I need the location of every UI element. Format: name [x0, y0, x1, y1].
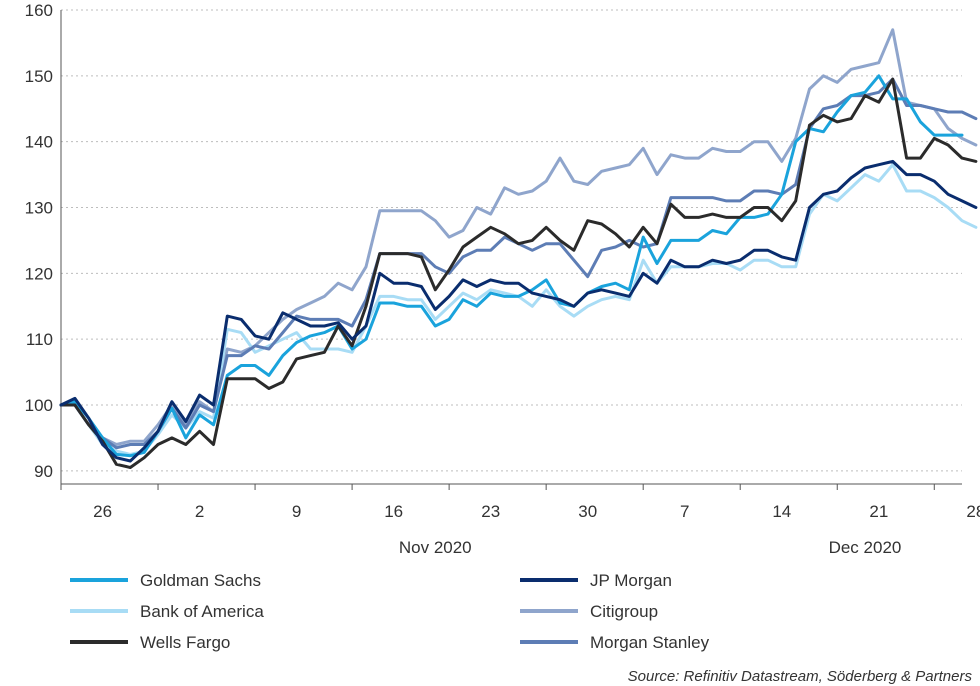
y-tick-label: 120	[25, 264, 53, 283]
series-line-bank-of-america	[59, 163, 978, 456]
legend-label: Citigroup	[590, 602, 658, 621]
y-axis: 90 100 110 120 130 140 150 160	[25, 1, 62, 484]
legend-label: Wells Fargo	[140, 633, 230, 652]
month-label: Dec 2020	[829, 538, 902, 557]
x-tick-label: 9	[292, 502, 301, 521]
x-tick-label: 7	[680, 502, 689, 521]
y-tick-label: 130	[25, 199, 53, 218]
y-tick-label: 110	[26, 330, 53, 349]
x-tick-label: 21	[869, 502, 888, 521]
x-tick-label: 30	[578, 502, 597, 521]
series-line-morgan-stanley	[59, 77, 978, 450]
series-line-citigroup	[59, 28, 978, 446]
series-line-wells-fargo	[59, 77, 978, 469]
x-tick-label: 26	[93, 502, 112, 521]
legend-label: Morgan Stanley	[590, 633, 710, 652]
series-line-goldman-sachs	[59, 74, 964, 458]
y-tick-label: 160	[25, 1, 53, 20]
series-line-jp-morgan	[59, 159, 978, 463]
legend-label: Goldman Sachs	[140, 571, 261, 590]
x-tick-label: 28	[966, 502, 980, 521]
x-tick-label: 23	[481, 502, 500, 521]
series-lines	[59, 28, 978, 469]
y-tick-label: 140	[25, 133, 53, 152]
x-tick-label: 2	[195, 502, 204, 521]
legend-label: JP Morgan	[590, 571, 672, 590]
y-tick-label: 90	[34, 462, 53, 481]
y-tick-label: 100	[25, 396, 53, 415]
source-note: Source: Refinitiv Datastream, Söderberg …	[628, 668, 973, 685]
month-label: Nov 2020	[399, 538, 472, 557]
x-tick-label: 14	[772, 502, 791, 521]
y-tick-label: 150	[25, 67, 53, 86]
legend-label: Bank of America	[140, 602, 264, 621]
legend: Goldman Sachs JP Morgan Bank of America Cit…	[70, 571, 710, 652]
x-tick-label: 16	[384, 502, 403, 521]
